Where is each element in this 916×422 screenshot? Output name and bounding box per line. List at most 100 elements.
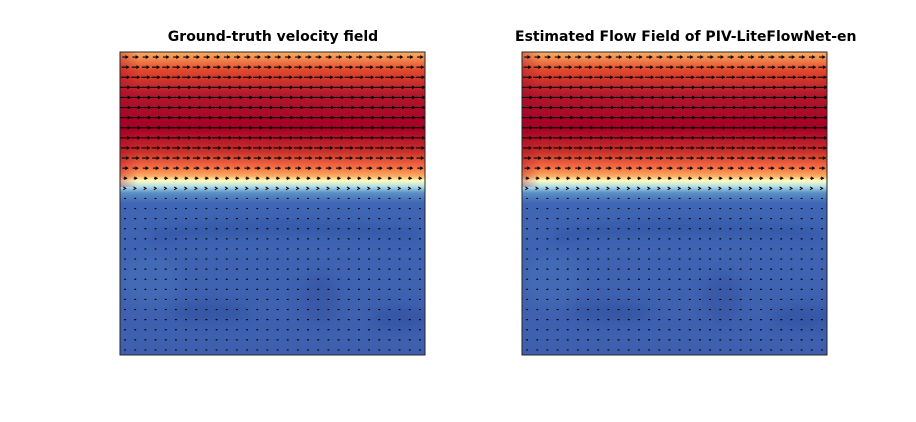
quiver-arrowhead — [708, 176, 713, 181]
quiver-arrowhead — [225, 176, 230, 181]
quiver-arrowhead — [823, 136, 827, 140]
quiver-arrowhead — [729, 176, 733, 181]
quiver-arrowhead — [579, 85, 584, 90]
quiver-arrowhead — [780, 176, 784, 181]
quiver-arrowhead — [269, 95, 274, 100]
quiver-arrowhead — [558, 146, 563, 150]
quiver-arrowhead — [586, 186, 590, 191]
quiver-arrowhead — [711, 75, 716, 80]
quiver-arrowhead — [235, 176, 240, 181]
quiver-arrowhead — [803, 136, 808, 140]
quiver-arrowhead — [247, 55, 251, 59]
quiver-arrowhead — [278, 65, 283, 69]
quiver-arrowhead — [137, 85, 141, 90]
quiver-arrowhead — [700, 65, 705, 69]
quiver-arrowhead — [168, 95, 172, 100]
quiver-arrowhead — [417, 186, 422, 191]
quiver-arrowhead — [410, 65, 415, 69]
quiver-arrowhead — [380, 146, 385, 150]
quiver-arrowhead — [258, 65, 262, 69]
quiver-arrowhead — [136, 65, 140, 69]
quiver-arrowhead — [379, 166, 383, 170]
quiver-arrowhead — [649, 65, 654, 69]
quiver-arrowhead — [206, 55, 211, 59]
quiver-arrowhead — [620, 125, 625, 130]
quiver-arrowhead — [760, 166, 765, 170]
quiver-arrowhead — [610, 85, 615, 90]
quiver-arrowhead — [123, 176, 128, 181]
quiver-arrowhead — [557, 166, 562, 170]
quiver-arrowhead — [630, 85, 635, 90]
quiver-arrowhead — [125, 166, 129, 170]
quiver-arrowhead — [340, 85, 345, 90]
quiver-arrowhead — [762, 75, 767, 80]
quiver-arrowhead — [279, 95, 284, 100]
quiver-arrowhead — [667, 186, 672, 191]
quiver-arrowhead — [608, 166, 612, 170]
quiver-arrowhead — [628, 55, 633, 59]
quiver-arrowhead — [801, 55, 806, 59]
quiver-arrowhead — [689, 166, 694, 170]
quiver-arrowhead — [620, 136, 625, 140]
quiver-arrowhead — [809, 186, 814, 191]
quiver-arrowhead — [803, 85, 808, 90]
quiver-arrowhead — [599, 146, 604, 150]
quiver-arrowhead — [249, 95, 253, 100]
quiver-arrowhead — [752, 125, 757, 130]
quiver-arrowhead — [256, 176, 260, 181]
quiver-arrowhead — [535, 186, 539, 191]
quiver-arrowhead — [360, 85, 365, 90]
quiver-arrowhead — [320, 85, 324, 90]
quiver-arrowhead — [640, 136, 645, 140]
quiver-arrowhead — [820, 176, 825, 181]
quiver-arrowhead — [814, 95, 818, 100]
quiver-arrowhead — [556, 176, 561, 181]
quiver-arrowhead — [590, 85, 594, 90]
quiver-arrowhead — [145, 166, 149, 170]
quiver-arrowhead — [651, 95, 655, 100]
quiver-arrowhead — [248, 136, 253, 140]
quiver-arrowhead — [700, 156, 705, 160]
quiver-arrowhead — [319, 65, 323, 69]
quiver-arrowhead — [340, 95, 345, 100]
quiver-arrowhead — [197, 146, 202, 150]
quiver-arrowhead — [771, 55, 775, 59]
quiver-arrowhead — [637, 176, 642, 181]
quiver-arrowhead — [771, 65, 776, 69]
quiver-arrowhead — [175, 55, 180, 59]
quiver-arrowhead — [418, 176, 423, 181]
quiver-arrowhead — [147, 95, 152, 100]
quiver-arrowhead — [337, 176, 342, 181]
quiver-arrowhead — [681, 136, 686, 140]
quiver-arrowhead — [811, 166, 816, 170]
quiver-arrowhead — [599, 65, 603, 69]
quiver-arrowhead — [257, 156, 262, 160]
quiver-arrowhead — [310, 85, 314, 90]
quiver-arrowhead — [299, 146, 303, 150]
quiver-arrowhead — [710, 55, 714, 59]
quiver-arrowhead — [548, 75, 553, 80]
quiver-arrowhead — [289, 125, 294, 130]
quiver-arrowhead — [278, 146, 283, 150]
quiver-arrowhead — [681, 125, 686, 130]
quiver-arrowhead — [638, 166, 643, 170]
quiver-arrowhead — [227, 65, 232, 69]
quiver-arrowhead — [701, 75, 706, 80]
quiver-arrowhead — [327, 176, 331, 181]
quiver-arrowhead — [567, 55, 572, 59]
quiver-arrowhead — [576, 176, 581, 181]
quiver-arrowhead — [661, 85, 665, 90]
quiver-arrowhead — [671, 95, 676, 100]
quiver-arrowhead — [339, 156, 343, 160]
quiver-arrowhead — [245, 186, 249, 191]
quiver-arrowhead — [173, 186, 178, 191]
quiver-arrowhead — [763, 125, 767, 130]
quiver-arrowhead — [639, 156, 644, 160]
quiver-arrowhead — [388, 176, 392, 181]
quiver-arrowhead — [350, 146, 354, 150]
quiver-arrowhead — [156, 65, 161, 69]
quiver-arrowhead — [338, 55, 343, 59]
quiver-arrowhead — [308, 55, 312, 59]
quiver-arrowhead — [538, 65, 542, 69]
quiver-arrowhead — [781, 166, 785, 170]
